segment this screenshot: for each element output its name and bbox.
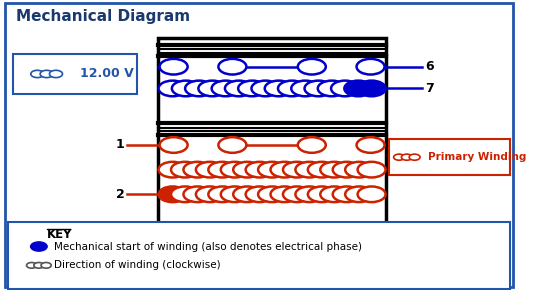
Circle shape	[245, 162, 274, 177]
Text: KEY: KEY	[47, 228, 72, 241]
Circle shape	[172, 81, 200, 96]
Circle shape	[196, 186, 224, 202]
Circle shape	[196, 162, 224, 177]
Circle shape	[159, 186, 187, 202]
FancyBboxPatch shape	[13, 54, 137, 94]
Circle shape	[184, 186, 211, 202]
Circle shape	[184, 162, 211, 177]
Circle shape	[320, 162, 348, 177]
Circle shape	[41, 262, 51, 268]
Circle shape	[34, 262, 44, 268]
Circle shape	[295, 162, 324, 177]
Circle shape	[308, 186, 336, 202]
Circle shape	[233, 186, 261, 202]
Circle shape	[198, 81, 226, 96]
Circle shape	[225, 81, 253, 96]
Circle shape	[238, 81, 266, 96]
Circle shape	[171, 162, 199, 177]
Circle shape	[333, 162, 361, 177]
Circle shape	[221, 186, 249, 202]
Text: 12.00 V: 12.00 V	[80, 68, 134, 80]
Circle shape	[270, 186, 299, 202]
Circle shape	[401, 154, 412, 160]
Circle shape	[27, 262, 37, 268]
Circle shape	[357, 137, 384, 153]
Circle shape	[358, 81, 386, 96]
Circle shape	[209, 186, 236, 202]
Circle shape	[305, 81, 332, 96]
Circle shape	[185, 81, 213, 96]
Circle shape	[159, 81, 187, 96]
Text: 7: 7	[425, 82, 434, 95]
Circle shape	[30, 242, 47, 251]
Text: Primary Winding: Primary Winding	[427, 152, 526, 162]
Circle shape	[245, 186, 274, 202]
Text: Mechanical Diagram: Mechanical Diagram	[16, 9, 190, 24]
Circle shape	[49, 70, 62, 78]
Text: Mechanical start of winding (also denotes electrical phase): Mechanical start of winding (also denote…	[54, 242, 362, 251]
Circle shape	[160, 59, 188, 75]
Circle shape	[31, 70, 44, 78]
Circle shape	[320, 186, 348, 202]
Text: 6: 6	[425, 60, 434, 73]
Circle shape	[283, 186, 311, 202]
Circle shape	[218, 137, 247, 153]
Circle shape	[394, 154, 405, 160]
Circle shape	[298, 59, 326, 75]
Circle shape	[357, 59, 384, 75]
Circle shape	[258, 186, 286, 202]
FancyBboxPatch shape	[8, 222, 510, 289]
Circle shape	[358, 162, 386, 177]
Circle shape	[270, 162, 299, 177]
Circle shape	[258, 162, 286, 177]
Circle shape	[291, 81, 319, 96]
Circle shape	[318, 81, 346, 96]
Text: 1: 1	[116, 139, 124, 151]
Circle shape	[265, 81, 293, 96]
Text: Direction of winding (clockwise): Direction of winding (clockwise)	[54, 260, 221, 270]
Circle shape	[212, 81, 239, 96]
Circle shape	[331, 81, 359, 96]
Circle shape	[298, 137, 326, 153]
Circle shape	[218, 59, 247, 75]
Circle shape	[344, 81, 372, 96]
Circle shape	[295, 186, 324, 202]
Circle shape	[233, 162, 261, 177]
Circle shape	[278, 81, 306, 96]
Circle shape	[345, 186, 373, 202]
Circle shape	[409, 154, 420, 160]
FancyBboxPatch shape	[5, 3, 513, 287]
Circle shape	[159, 162, 187, 177]
Circle shape	[358, 186, 386, 202]
Bar	[158, 38, 386, 235]
Circle shape	[333, 186, 361, 202]
Circle shape	[40, 70, 53, 78]
Text: 2: 2	[116, 188, 124, 201]
Circle shape	[209, 162, 236, 177]
Circle shape	[345, 162, 373, 177]
FancyBboxPatch shape	[389, 139, 510, 175]
Circle shape	[283, 162, 311, 177]
Circle shape	[251, 81, 280, 96]
Circle shape	[171, 186, 199, 202]
Circle shape	[308, 162, 336, 177]
Circle shape	[160, 137, 188, 153]
Circle shape	[221, 162, 249, 177]
